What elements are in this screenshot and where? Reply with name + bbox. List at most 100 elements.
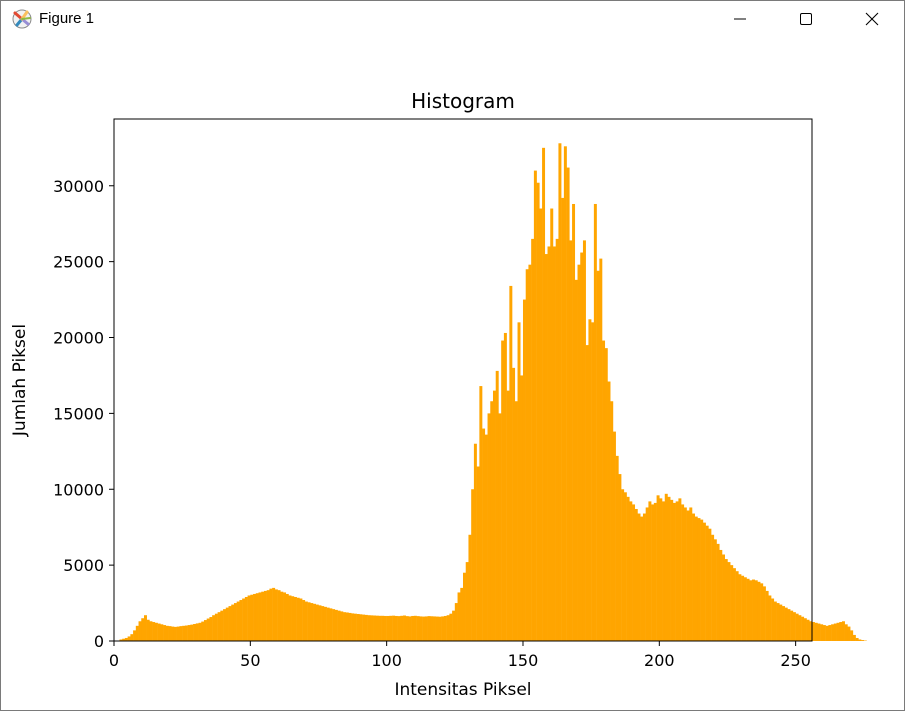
histogram-bar [398, 616, 401, 641]
histogram-bar [518, 322, 521, 641]
histogram-bar [697, 518, 700, 641]
histogram-bar [564, 146, 567, 641]
histogram-bar [670, 500, 673, 641]
histogram-bar [798, 615, 801, 641]
histogram-bar [229, 606, 232, 641]
histogram-bar [512, 368, 515, 641]
histogram-bar [346, 612, 349, 641]
histogram-bar [700, 520, 703, 641]
histogram-bar [490, 401, 493, 641]
x-tick-label: 0 [109, 651, 119, 670]
histogram-bar [264, 591, 267, 641]
histogram-bar [640, 517, 643, 641]
histogram-bar [433, 616, 436, 641]
histogram-bar [321, 606, 324, 641]
histogram-bar [850, 630, 853, 641]
histogram-bar [531, 239, 534, 641]
histogram-bar [550, 209, 553, 641]
histogram-bar [629, 501, 632, 641]
histogram-bar [498, 413, 501, 641]
histogram-bar [580, 253, 583, 641]
y-tick-label: 20000 [53, 329, 104, 348]
histogram-bar [422, 617, 425, 641]
histogram-bar [826, 626, 829, 641]
histogram-bar [853, 635, 856, 641]
histogram-bar [166, 626, 169, 641]
histogram-bar [179, 626, 182, 641]
histogram-bar [259, 592, 262, 641]
maximize-button[interactable] [773, 1, 839, 37]
histogram-bar [158, 624, 161, 641]
histogram-bar [471, 489, 474, 641]
histogram-bar [635, 509, 638, 641]
histogram-bar [463, 573, 466, 641]
minimize-button[interactable] [707, 1, 773, 37]
histogram-bar [856, 638, 859, 641]
y-tick-label: 5000 [63, 556, 104, 575]
histogram-bar [196, 623, 199, 641]
histogram-bar [479, 386, 482, 641]
histogram-bar [507, 391, 510, 641]
maximize-icon [799, 12, 813, 26]
histogram-bar [147, 620, 150, 641]
histogram-bar [782, 606, 785, 641]
histogram-bar [338, 611, 341, 641]
histogram-bar [269, 589, 272, 641]
histogram-bar [553, 246, 556, 641]
histogram-bar [578, 265, 581, 641]
histogram-bar [676, 501, 679, 641]
histogram-bar [425, 616, 428, 641]
histogram-bar [149, 621, 152, 641]
histogram-bar [719, 550, 722, 641]
histogram-bar [327, 608, 330, 641]
histogram-bar [708, 529, 711, 641]
y-tick-label: 30000 [53, 177, 104, 196]
histogram-bar [406, 616, 409, 641]
histogram-bar [618, 474, 621, 641]
histogram-bar [496, 371, 499, 641]
histogram-bar [621, 489, 624, 641]
histogram-bar [752, 580, 755, 641]
histogram-bar [727, 562, 730, 641]
close-button[interactable] [839, 1, 905, 37]
histogram-bar [289, 595, 292, 641]
histogram-bar [447, 615, 450, 641]
histogram-bar [253, 594, 256, 641]
histogram-bar [847, 627, 850, 641]
histogram-bar [177, 627, 180, 641]
histogram-bar [488, 413, 491, 641]
y-tick-label: 15000 [53, 404, 104, 423]
histogram-bar [659, 498, 662, 641]
histogram-bar [839, 622, 842, 641]
x-axis-label: Intensitas Piksel [394, 680, 531, 700]
histogram-bar [455, 603, 458, 641]
histogram-bar [561, 198, 564, 641]
histogram-bar [291, 596, 294, 641]
histogram-bar [714, 539, 717, 641]
histogram-bar [226, 608, 229, 641]
histogram-bar [477, 466, 480, 641]
histogram-bar [594, 204, 597, 641]
histogram-bar [766, 591, 769, 641]
histogram-bar [610, 401, 613, 641]
histogram-bar [613, 432, 616, 641]
histogram-bar [771, 599, 774, 641]
y-tick-label: 0 [94, 632, 104, 651]
histogram-bar [624, 492, 627, 641]
histogram-bar [667, 497, 670, 641]
histogram-bar [403, 616, 406, 641]
histogram-bar [392, 616, 395, 641]
histogram-bar [681, 504, 684, 641]
histogram-bar [400, 616, 403, 641]
histogram-bar [757, 582, 760, 641]
histogram-bar [340, 611, 343, 641]
histogram-bar [201, 622, 204, 641]
histogram-bar [730, 565, 733, 641]
histogram-bar [357, 614, 360, 641]
histogram-bar [438, 617, 441, 641]
histogram-bar [586, 345, 589, 641]
histogram-bar [256, 593, 259, 641]
histogram-bar [384, 616, 387, 641]
minimize-icon [733, 12, 747, 26]
